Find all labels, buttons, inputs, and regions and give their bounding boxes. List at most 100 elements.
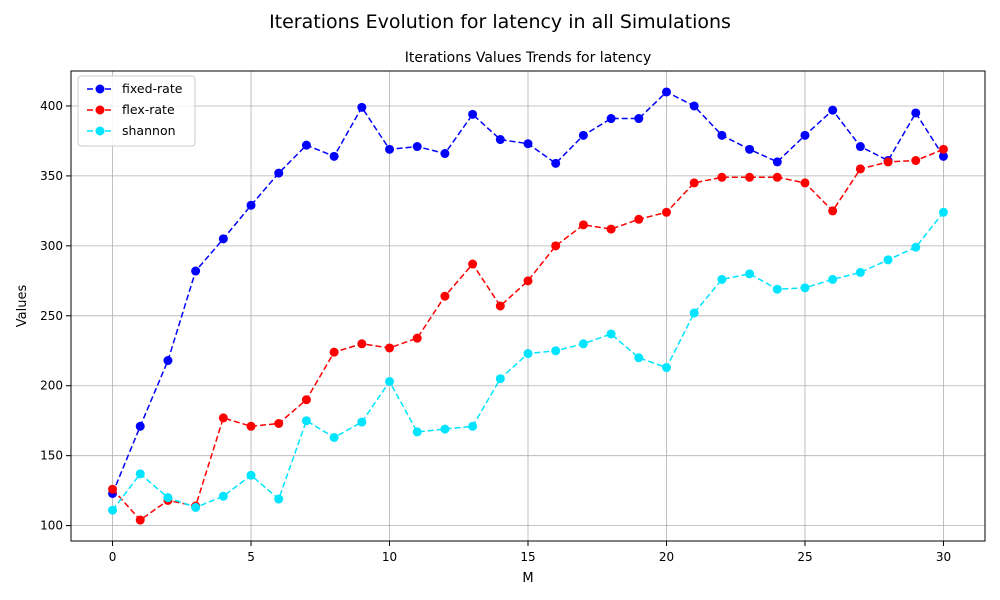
series-lines <box>108 87 948 525</box>
data-point-fixed-rate <box>717 130 727 140</box>
data-point-fixed-rate <box>606 114 616 124</box>
data-point-shannon <box>440 424 450 434</box>
data-point-flex-rate <box>634 214 644 224</box>
data-point-fixed-rate <box>274 168 284 178</box>
legend-label-shannon: shannon <box>122 123 176 138</box>
data-point-flex-rate <box>800 178 810 188</box>
x-tick-label: 10 <box>382 550 397 564</box>
data-point-shannon <box>523 349 533 359</box>
data-point-shannon <box>412 427 422 437</box>
data-point-flex-rate <box>606 224 616 234</box>
x-tick-label: 15 <box>520 550 535 564</box>
data-point-shannon <box>551 346 561 356</box>
data-point-fixed-rate <box>440 149 450 159</box>
data-point-fixed-rate <box>163 356 173 366</box>
data-point-shannon <box>828 274 838 284</box>
data-point-fixed-rate <box>578 130 588 140</box>
y-tick-label: 250 <box>40 309 63 323</box>
data-point-fixed-rate <box>551 158 561 168</box>
data-point-shannon <box>495 374 505 384</box>
data-point-flex-rate <box>689 178 699 188</box>
legend-marker-fixed-rate <box>95 84 105 94</box>
data-point-shannon <box>938 207 948 217</box>
data-point-flex-rate <box>301 395 311 405</box>
data-point-fixed-rate <box>246 200 256 210</box>
data-point-fixed-rate <box>218 234 228 244</box>
data-point-flex-rate <box>412 333 422 343</box>
data-point-fixed-rate <box>385 144 395 154</box>
data-point-flex-rate <box>468 259 478 269</box>
data-point-flex-rate <box>218 413 228 423</box>
data-point-shannon <box>745 269 755 279</box>
x-tick-label: 0 <box>109 550 117 564</box>
data-point-flex-rate <box>108 484 118 494</box>
data-point-fixed-rate <box>329 151 339 161</box>
data-point-fixed-rate <box>468 109 478 119</box>
data-point-fixed-rate <box>412 142 422 152</box>
y-axis-label: Values <box>15 285 30 328</box>
data-point-flex-rate <box>661 207 671 217</box>
y-tick-label: 350 <box>40 169 63 183</box>
series-flex-rate <box>108 144 948 525</box>
legend-box <box>77 75 196 147</box>
data-point-fixed-rate <box>911 108 921 118</box>
x-tick-label: 20 <box>659 550 674 564</box>
data-point-shannon <box>246 470 256 480</box>
data-point-fixed-rate <box>634 114 644 124</box>
data-point-shannon <box>855 267 865 277</box>
x-axis-label: M <box>522 571 533 586</box>
data-point-flex-rate <box>329 347 339 357</box>
data-point-flex-rate <box>911 156 921 166</box>
data-point-shannon <box>274 494 284 504</box>
data-point-shannon <box>578 339 588 349</box>
x-tick-label: 25 <box>797 550 812 564</box>
legend-label-fixed-rate: fixed-rate <box>122 81 183 96</box>
data-point-fixed-rate <box>772 157 782 167</box>
data-point-shannon <box>385 377 395 387</box>
y-tick-label: 400 <box>40 99 63 113</box>
series-shannon <box>108 207 948 515</box>
data-point-flex-rate <box>357 339 367 349</box>
data-point-shannon <box>191 502 201 512</box>
data-point-flex-rate <box>523 276 533 286</box>
data-point-flex-rate <box>745 172 755 182</box>
data-point-flex-rate <box>938 144 948 154</box>
data-point-shannon <box>772 284 782 294</box>
data-point-shannon <box>911 242 921 252</box>
y-tick-label: 200 <box>40 379 63 393</box>
data-point-fixed-rate <box>938 151 948 161</box>
data-point-shannon <box>163 493 173 503</box>
data-point-shannon <box>468 421 478 431</box>
data-point-fixed-rate <box>828 105 838 115</box>
data-point-shannon <box>800 283 810 293</box>
x-tick-label: 5 <box>247 550 255 564</box>
axes-title: Iterations Values Trends for latency <box>405 50 652 66</box>
data-point-flex-rate <box>551 241 561 251</box>
data-point-shannon <box>661 363 671 373</box>
data-point-shannon <box>108 505 118 515</box>
data-point-fixed-rate <box>495 135 505 145</box>
data-point-shannon <box>634 353 644 363</box>
data-point-fixed-rate <box>523 139 533 149</box>
data-point-fixed-rate <box>689 101 699 111</box>
data-point-shannon <box>689 308 699 318</box>
y-tick-label: 150 <box>40 449 63 463</box>
y-tick-label: 300 <box>40 239 63 253</box>
data-point-flex-rate <box>772 172 782 182</box>
y-tick-label: 100 <box>40 519 63 533</box>
data-point-fixed-rate <box>745 144 755 154</box>
data-point-flex-rate <box>578 220 588 230</box>
legend-label-flex-rate: flex-rate <box>122 102 175 117</box>
data-point-shannon <box>717 274 727 284</box>
data-point-shannon <box>883 255 893 265</box>
data-point-flex-rate <box>274 419 284 428</box>
data-point-fixed-rate <box>301 140 311 150</box>
x-tick-label: 30 <box>936 550 951 564</box>
data-point-shannon <box>218 491 228 501</box>
series-fixed-rate <box>108 87 948 498</box>
data-point-flex-rate <box>135 515 145 525</box>
data-point-flex-rate <box>440 291 450 301</box>
legend-marker-shannon <box>95 126 105 136</box>
data-point-fixed-rate <box>661 87 671 97</box>
